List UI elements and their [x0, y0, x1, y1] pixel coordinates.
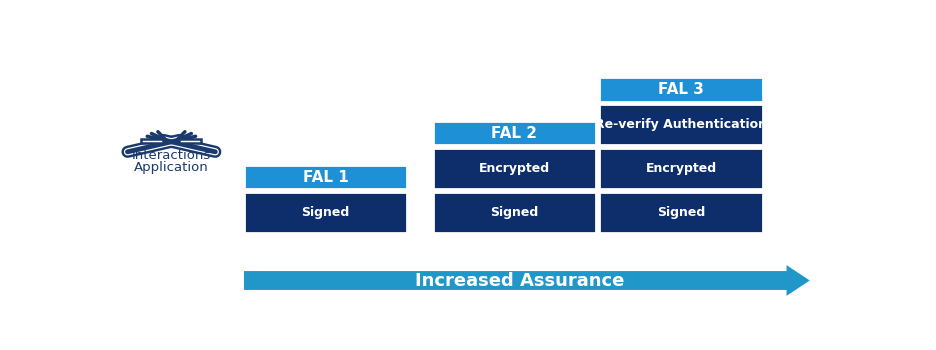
- Bar: [599, 191, 763, 233]
- Polygon shape: [244, 265, 810, 296]
- Bar: [599, 77, 763, 101]
- Bar: [244, 165, 407, 189]
- Text: Signed: Signed: [657, 206, 705, 219]
- FancyBboxPatch shape: [180, 139, 201, 143]
- Bar: [432, 148, 596, 189]
- Bar: [599, 104, 763, 146]
- Text: FAL 3: FAL 3: [658, 82, 704, 97]
- Bar: [432, 121, 596, 146]
- Bar: [599, 148, 763, 189]
- Text: Re-verify Authentication: Re-verify Authentication: [595, 118, 767, 131]
- Text: FAL 1: FAL 1: [302, 170, 348, 185]
- Text: Application: Application: [134, 161, 209, 174]
- Text: Interactions: Interactions: [132, 149, 211, 162]
- Bar: [432, 191, 596, 233]
- Text: Encrypted: Encrypted: [478, 162, 549, 175]
- Bar: [244, 191, 407, 233]
- Text: Signed: Signed: [490, 206, 538, 219]
- Text: Signed: Signed: [301, 206, 350, 219]
- FancyBboxPatch shape: [141, 139, 164, 143]
- Text: FAL 2: FAL 2: [491, 126, 537, 141]
- Text: Encrypted: Encrypted: [646, 162, 717, 175]
- Text: Increased Assurance: Increased Assurance: [415, 272, 624, 289]
